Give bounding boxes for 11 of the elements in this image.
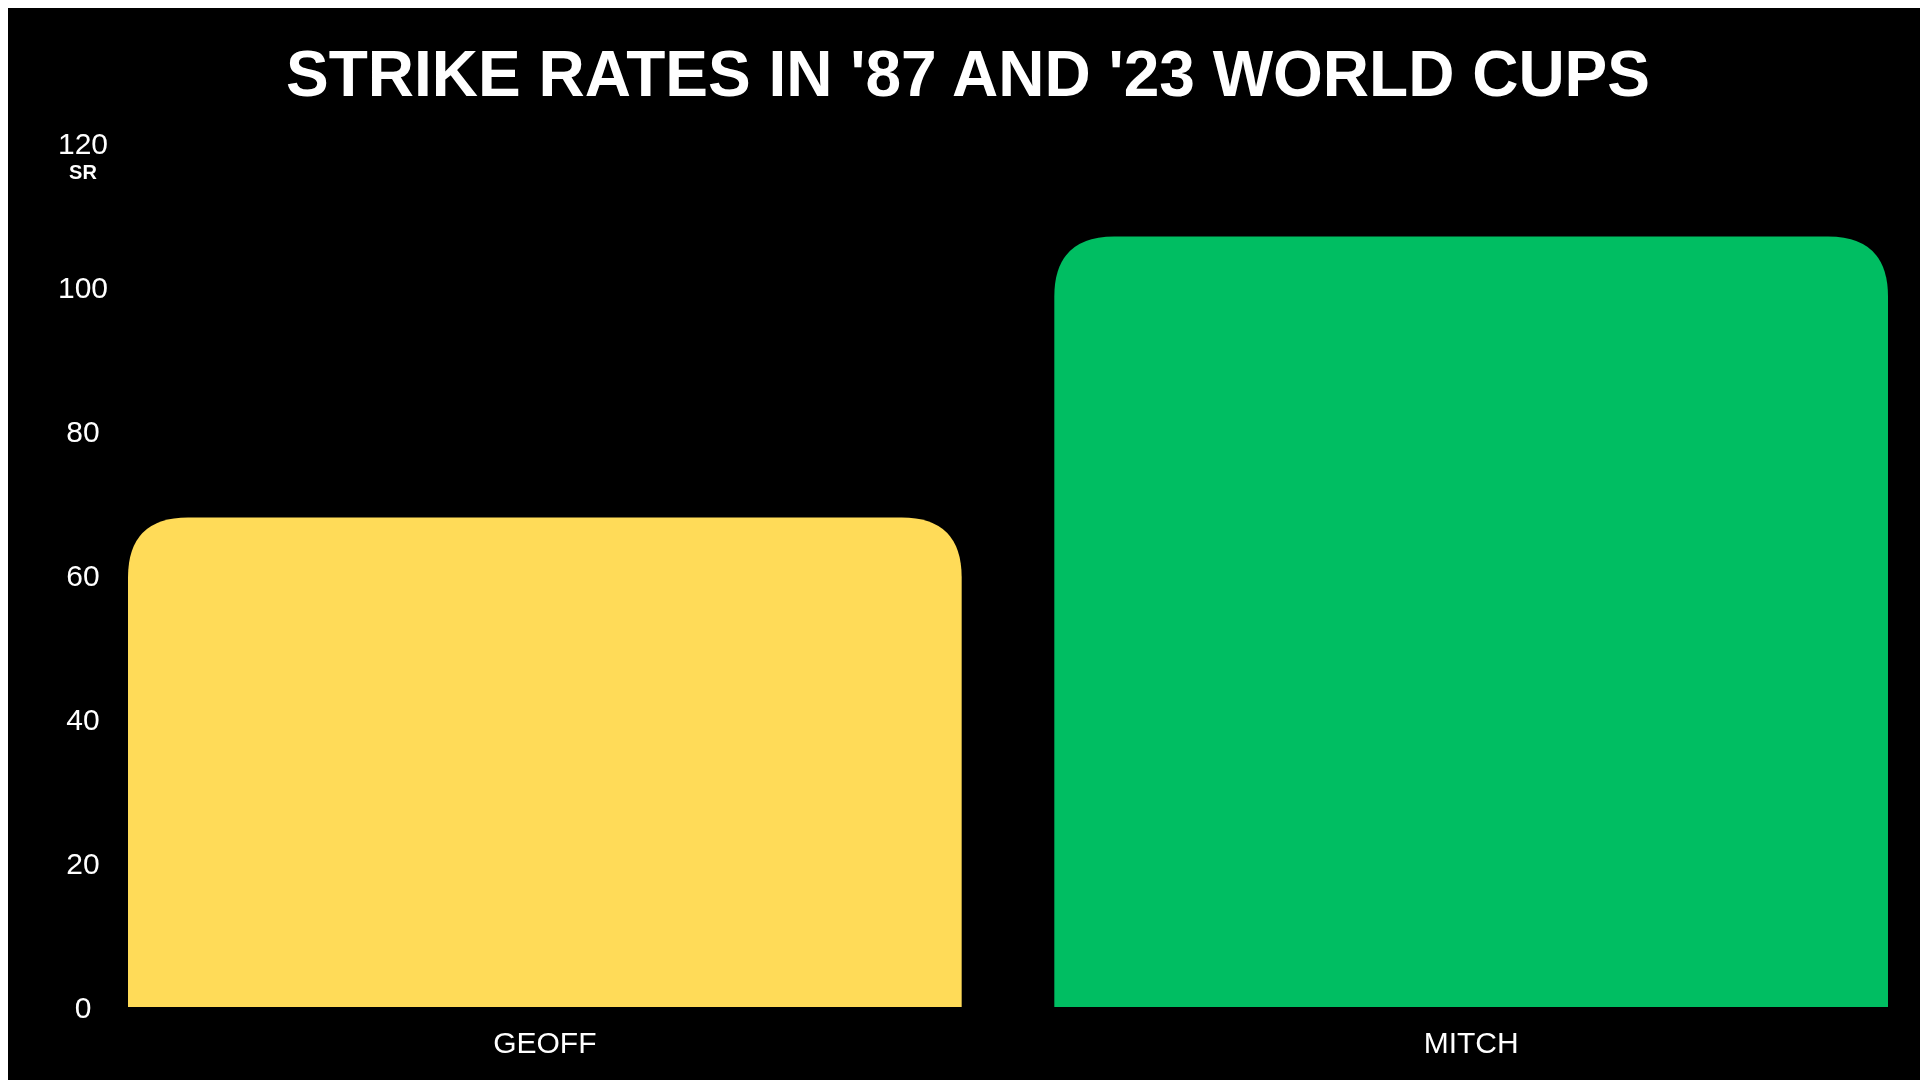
chart-title: STRIKE RATES IN '87 AND '23 WORLD CUPS [286,38,1650,110]
y-tick-label: 40 [66,702,100,736]
y-tick-label: 0 [74,990,92,1024]
y-tick-label: 80 [66,414,100,448]
y-tick-label: 60 [66,558,100,592]
y-tick-label: 20 [66,846,100,880]
y-tick-label: 100 [57,270,109,304]
x-tick-label: GEOFF [493,1026,597,1059]
x-tick-label: MITCH [1423,1026,1519,1059]
y-tick-label: 120 [57,126,109,160]
y-axis-title: SR [69,161,98,183]
